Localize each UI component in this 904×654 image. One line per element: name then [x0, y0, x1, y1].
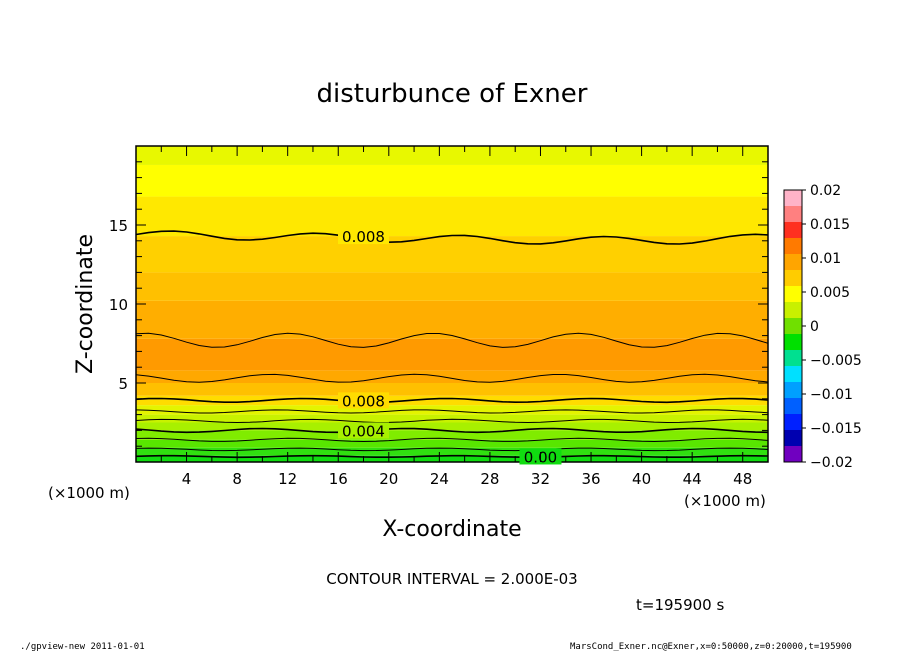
x-tick-label: 8: [232, 470, 242, 488]
y-tick-label: 15: [109, 217, 128, 235]
filled-band: [136, 430, 768, 440]
contour-interval-note: CONTOUR INTERVAL = 2.000E-03: [326, 570, 577, 588]
contour-line: [136, 427, 768, 434]
x-tick-label: 16: [329, 470, 348, 488]
colorbar-tick-label: 0: [810, 319, 819, 335]
colorbar-swatch: [784, 334, 802, 351]
filled-band: [136, 383, 768, 396]
x-tick-label: 40: [632, 470, 651, 488]
filled-band: [136, 422, 768, 431]
contour-line: [136, 230, 768, 245]
y-axis-title: Z-coordinate: [73, 234, 98, 374]
contour-lines: [136, 230, 768, 459]
colorbar-swatch: [784, 398, 802, 415]
contour-line: [136, 332, 768, 348]
contour-label-gap: [338, 392, 390, 409]
colorbar-swatch: [784, 238, 802, 255]
colorbar-swatch: [784, 302, 802, 319]
x-axis-title: X-coordinate: [382, 517, 521, 542]
filled-band: [136, 164, 768, 197]
contour-line: [136, 373, 768, 383]
y-unit-label: (×1000 m): [684, 492, 766, 510]
filled-band: [136, 370, 768, 383]
colorbar-swatch: [784, 366, 802, 383]
filled-band: [136, 272, 768, 301]
colorbar-tick-label: 0.01: [810, 251, 841, 267]
colorbar-swatch: [784, 222, 802, 239]
colorbar-swatch: [784, 414, 802, 431]
x-tick-label: 4: [182, 470, 192, 488]
filled-band: [136, 447, 768, 456]
filled-band: [136, 146, 768, 165]
filled-band: [136, 455, 768, 462]
colorbar-swatch: [784, 318, 802, 335]
contour-label-gap: [338, 228, 390, 245]
colorbar-swatch: [784, 350, 802, 367]
contour-line: [136, 409, 768, 414]
x-axis: 4 8 12 16 20 24 28 32 36 40 44 48: [135, 146, 769, 488]
x-tick-label: 24: [430, 470, 449, 488]
colorbar: 0.02 0.015 0.01 0.005 0 −0.005 −0.01 −0.015 −0.0…: [783, 183, 862, 471]
x-tick-label: 12: [278, 470, 297, 488]
colorbar-swatch: [784, 446, 802, 463]
colorbar-swatch: [784, 190, 802, 207]
colorbar-swatch: [784, 254, 802, 271]
colorbar-tick-label: −0.02: [810, 455, 853, 471]
colorbar-tick-label: 0.005: [810, 285, 850, 301]
plot-area: [136, 146, 768, 462]
contour-line: [136, 397, 768, 404]
filled-band: [136, 300, 768, 339]
y-tick-label: 10: [109, 296, 128, 314]
x-tick-label: 44: [683, 470, 702, 488]
x-tick-label: 48: [733, 470, 752, 488]
time-stamp: t=195900 s: [636, 596, 724, 614]
filled-band: [136, 196, 768, 237]
colorbar-tick-label: 0.02: [810, 183, 841, 199]
filled-band: [136, 414, 768, 423]
x-tick-label: 36: [581, 470, 600, 488]
contour-label: 0.008: [342, 392, 385, 410]
x-tick-label: 28: [480, 470, 499, 488]
filled-band: [136, 395, 768, 406]
contour-label: 0.008: [342, 228, 385, 246]
colorbar-swatch: [784, 270, 802, 287]
colorbar-swatch: [784, 206, 802, 223]
footer-left: ./gpview-new 2011-01-01: [20, 642, 145, 652]
colorbar-swatch: [784, 382, 802, 399]
chart-title: disturbunce of Exner: [317, 79, 588, 109]
colorbar-tick-label: −0.005: [810, 353, 862, 369]
colorbar-swatch: [784, 286, 802, 303]
contour-line: [136, 437, 768, 443]
colorbar-tick-label: 0.015: [810, 217, 850, 233]
footer-right: MarsCond_Exner.nc@Exner,x=0:50000,z=0:20…: [570, 642, 852, 652]
colorbar-swatch: [784, 430, 802, 447]
filled-band: [136, 405, 768, 415]
filled-band: [136, 439, 768, 448]
filled-band: [136, 236, 768, 273]
contour-line: [136, 454, 768, 459]
y-axis: 5 10 15: [109, 145, 768, 463]
contour-label: 0.004: [342, 422, 385, 440]
contour-label-gap: [338, 422, 390, 439]
x-tick-label: 32: [531, 470, 550, 488]
x-tick-label: 20: [379, 470, 398, 488]
contour-line: [136, 447, 768, 452]
colorbar-tick-label: −0.015: [810, 421, 862, 437]
x-unit-label: (×1000 m): [48, 484, 130, 502]
colorbar-tick-label: −0.01: [810, 387, 853, 403]
contour-line: [136, 418, 768, 424]
y-tick-label: 5: [118, 375, 128, 393]
